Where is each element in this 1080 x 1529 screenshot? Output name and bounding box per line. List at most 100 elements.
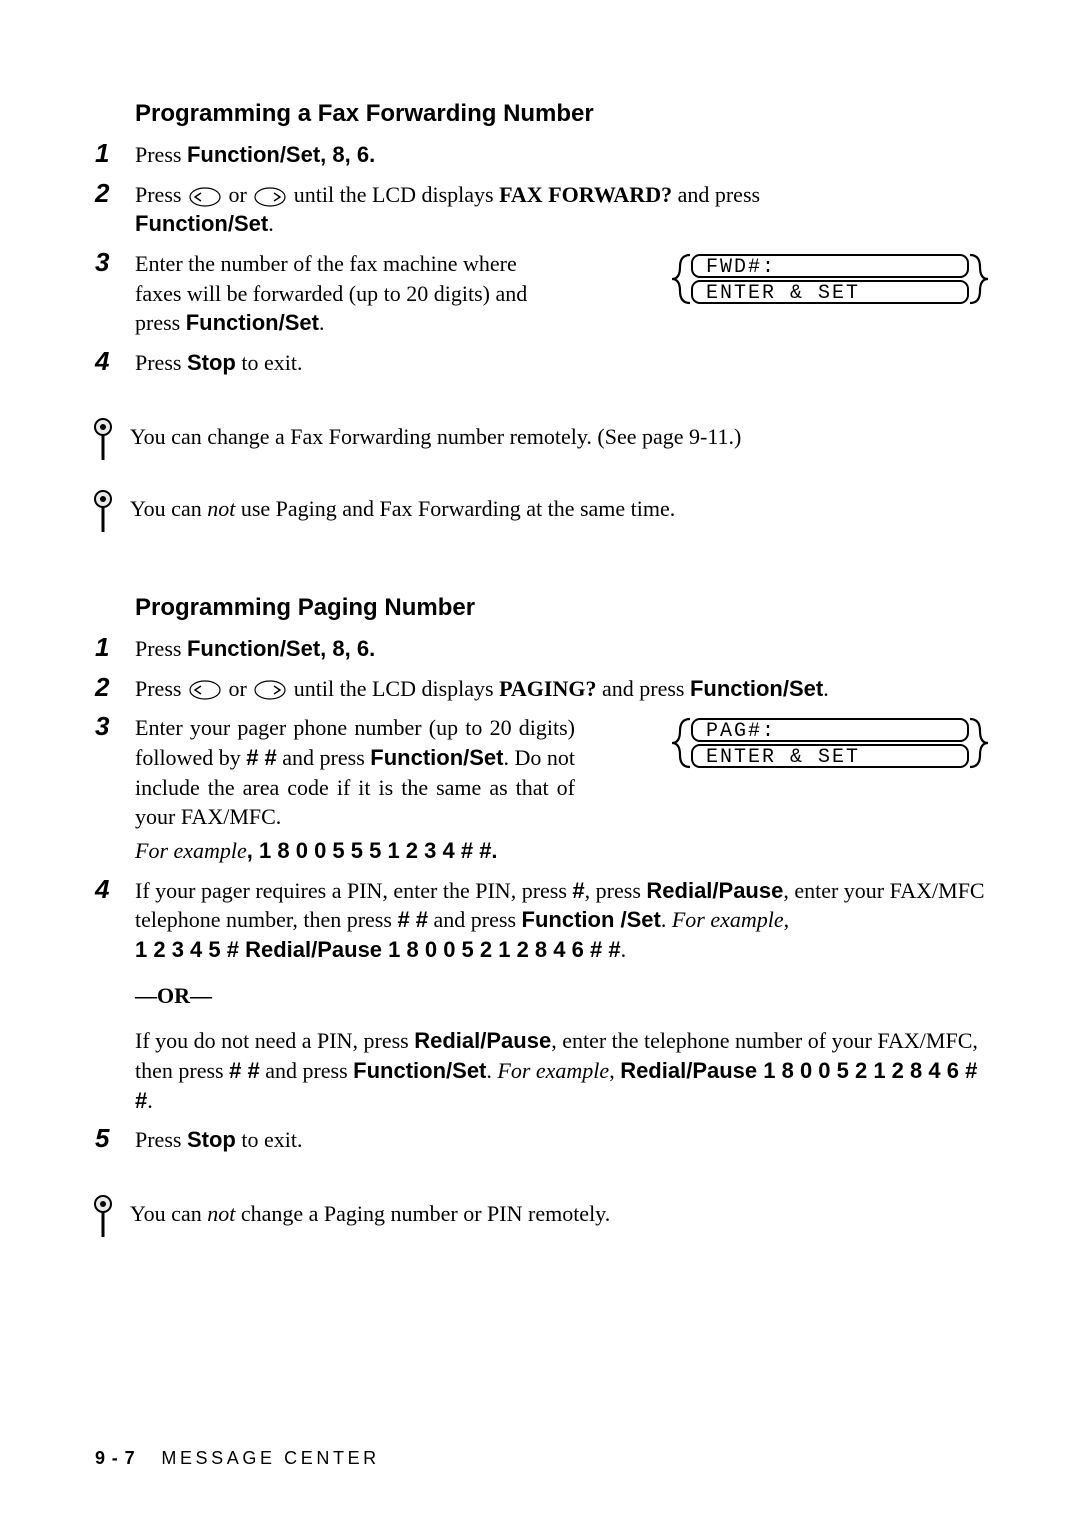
note-text: use Paging and Fax Forwarding at the sam…: [235, 496, 675, 521]
redial-pause-label: Redial/Pause: [646, 878, 783, 903]
redial-pause-label: Redial/Pause: [414, 1028, 551, 1053]
step-text: until the LCD displays: [294, 676, 499, 701]
pin-icon: [90, 490, 116, 534]
arrow-right-icon: [254, 680, 286, 700]
step-number: 2: [95, 670, 109, 705]
stop-label: Stop: [187, 1127, 236, 1152]
step-2: 2 Press or until the LCD displays FAX FO…: [135, 180, 990, 239]
or-divider: —OR—: [135, 981, 990, 1011]
step-4b: 4 If your pager requires a PIN, enter th…: [135, 876, 990, 1116]
steps-list-2: 1 Press Function/Set, 8, 6. 2 Press or u…: [135, 634, 990, 1155]
step-text: Press: [135, 1127, 187, 1152]
step-text: or: [228, 182, 252, 207]
hash-label: #: [572, 878, 584, 903]
note: You can change a Fax Forwarding number r…: [90, 418, 990, 462]
step-number: 3: [95, 709, 109, 744]
step-text: Press: [135, 676, 187, 701]
step-3b: 3 Enter your pager phone number (up to 2…: [135, 713, 990, 865]
step-text: .: [486, 1058, 497, 1083]
steps-list-1: 1 Press Function/Set, 8, 6. 2 Press or u…: [135, 140, 990, 378]
step-text: and press: [277, 745, 370, 770]
pin-icon: [90, 1195, 116, 1239]
step-text: .: [268, 211, 274, 236]
step-text: .: [621, 937, 627, 962]
step-4: 4 Press Stop to exit.: [135, 348, 990, 378]
step-text: .: [147, 1088, 153, 1113]
step-number: 4: [95, 872, 109, 907]
hash-label: # #: [397, 907, 428, 932]
step-text: or: [228, 676, 252, 701]
note: You can not change a Paging number or PI…: [90, 1195, 990, 1239]
step-text: ,: [609, 1058, 620, 1083]
lcd-display: FWD#: ENTER & SET: [670, 251, 990, 338]
function-set-label: Function/Set: [186, 310, 319, 335]
step-text: to exit.: [236, 350, 303, 375]
step-text: .: [661, 907, 672, 932]
lcd-line1: PAG#:: [706, 720, 776, 743]
lcd-line2: ENTER & SET: [706, 746, 860, 769]
step-text: Press: [135, 182, 187, 207]
step-text: , press: [585, 878, 647, 903]
step-1: 1 Press Function/Set, 8, 6.: [135, 140, 990, 170]
function-set-label: Function/Set: [187, 636, 320, 661]
step-text: .: [319, 310, 325, 335]
step-number: 4: [95, 344, 109, 379]
note-text: You can: [130, 496, 207, 521]
lcd-word: FAX FORWARD?: [499, 182, 672, 207]
keys-label: , 8, 6.: [320, 142, 375, 167]
step-1b: 1 Press Function/Set, 8, 6.: [135, 634, 990, 664]
step-text: If you do not need a PIN, press: [135, 1028, 414, 1053]
step-text: Press: [135, 350, 187, 375]
step-text: and press: [428, 907, 521, 932]
section-heading: Programming a Fax Forwarding Number: [135, 100, 990, 128]
lcd-display: PAG#: ENTER & SET: [670, 715, 990, 832]
step-text: .: [823, 676, 829, 701]
note-text: not: [207, 1201, 235, 1226]
arrow-left-icon: [189, 680, 221, 700]
hash-label: # #: [246, 745, 277, 770]
step-3: 3 Enter the number of the fax machine wh…: [135, 249, 990, 338]
note-text: You can: [130, 1201, 207, 1226]
page-footer: 9 - 7 MESSAGE CENTER: [95, 1448, 380, 1469]
for-example: For example: [135, 838, 247, 863]
step-text: to exit.: [236, 1127, 303, 1152]
example-text: , 1 8 0 0 5 5 5 1 2 3 4 # #.: [247, 838, 498, 863]
note-text: You can change a Fax Forwarding number r…: [130, 418, 741, 452]
function-set-label: Function/Set: [353, 1058, 486, 1083]
step-text: Press: [135, 636, 187, 661]
function-set-label: Function /Set: [522, 907, 661, 932]
step-text: If your pager requires a PIN, enter the …: [135, 878, 572, 903]
footer-label: MESSAGE CENTER: [161, 1448, 379, 1468]
step-5b: 5 Press Stop to exit.: [135, 1125, 990, 1155]
function-set-label: Function/Set: [187, 142, 320, 167]
step-text: ,: [784, 907, 790, 932]
step-number: 5: [95, 1121, 109, 1156]
function-set-label: Function/Set: [690, 676, 823, 701]
step-text: and press: [672, 182, 760, 207]
note-text: change a Paging number or PIN remotely.: [235, 1201, 610, 1226]
step-2b: 2 Press or until the LCD displays PAGING…: [135, 674, 990, 704]
step-number: 2: [95, 176, 109, 211]
keys-label: , 8, 6.: [320, 636, 375, 661]
pin-icon: [90, 418, 116, 462]
for-example: For example: [672, 907, 784, 932]
step-number: 1: [95, 630, 109, 665]
arrow-left-icon: [189, 187, 221, 207]
for-example: For example: [497, 1058, 609, 1083]
step-number: 1: [95, 136, 109, 171]
note: You can not use Paging and Fax Forwardin…: [90, 490, 990, 534]
example-text: 1 2 3 4 5 # Redial/Pause 1 8 0 0 5 2 1 2…: [135, 937, 621, 962]
step-text: Press: [135, 142, 187, 167]
function-set-label: Function/Set: [370, 745, 503, 770]
function-set-label: Function/Set: [135, 211, 268, 236]
hash-label: # #: [229, 1058, 260, 1083]
page-number: 9 - 7: [95, 1448, 136, 1468]
section-heading: Programming Paging Number: [135, 594, 990, 622]
lcd-line2: ENTER & SET: [706, 282, 860, 305]
lcd-word: PAGING?: [499, 676, 596, 701]
step-number: 3: [95, 245, 109, 280]
note-text: not: [207, 496, 235, 521]
stop-label: Stop: [187, 350, 236, 375]
step-text: and press: [596, 676, 689, 701]
arrow-right-icon: [254, 187, 286, 207]
